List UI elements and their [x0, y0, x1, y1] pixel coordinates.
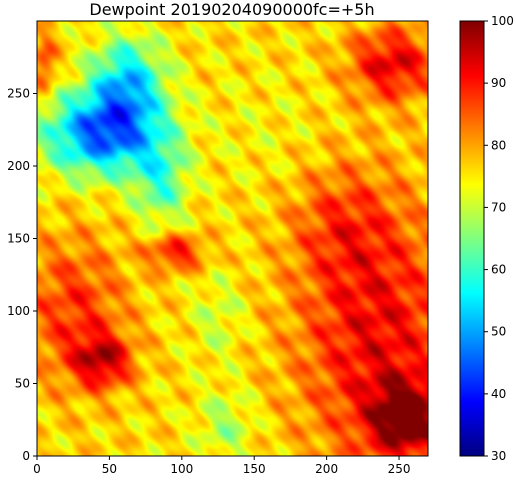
y-tick-label: 200: [7, 159, 30, 173]
x-axis: 0 50 100 150 200 250: [33, 456, 410, 476]
colorbar-tick-label: 100: [491, 14, 514, 28]
x-tick-label: 100: [170, 462, 193, 476]
colorbar-tick-label: 40: [491, 387, 506, 401]
colorbar-tick-label: 70: [491, 200, 506, 214]
y-tick-label: 100: [7, 304, 30, 318]
colorbar-tick-label: 30: [491, 449, 506, 463]
heatmap-image: [37, 21, 428, 456]
x-tick-label: 250: [388, 462, 411, 476]
colorbar: [459, 20, 485, 457]
x-tick-label: 50: [102, 462, 117, 476]
x-tick-label: 150: [243, 462, 266, 476]
x-tick-label: 200: [315, 462, 338, 476]
y-tick-label: 0: [22, 449, 30, 463]
y-tick-label: 50: [15, 377, 30, 391]
colorbar-tick-label: 90: [491, 76, 506, 90]
colorbar-tick-label: 80: [491, 138, 506, 152]
y-tick-label: 250: [7, 87, 30, 101]
y-tick-label: 150: [7, 232, 30, 246]
y-axis: 0 50 100 150 200 250: [7, 87, 37, 463]
colorbar-axis: 30 40 50 60 70 80 90 100: [484, 14, 514, 463]
x-tick-label: 0: [33, 462, 41, 476]
chart-title: Dewpoint 20190204090000fc=+5h: [89, 0, 374, 19]
colorbar-tick-label: 60: [491, 263, 506, 277]
colorbar-tick-label: 50: [491, 325, 506, 339]
